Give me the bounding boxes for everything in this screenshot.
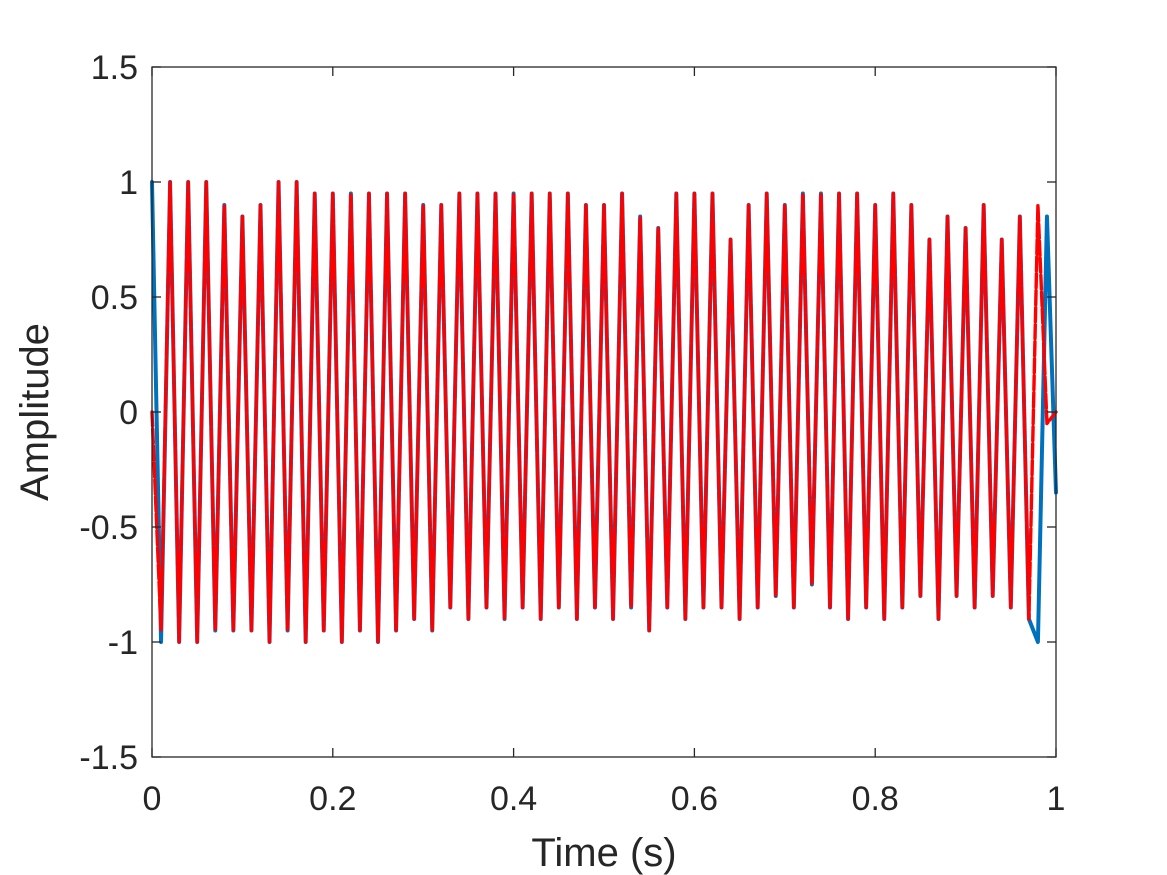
x-axis-label: Time (s) <box>531 831 676 875</box>
x-tick-label: 0.8 <box>852 780 899 818</box>
y-axis-label: Amplitude <box>13 323 57 501</box>
y-tick-label: -1 <box>108 624 138 662</box>
y-tick-label: -0.5 <box>79 509 138 547</box>
plot-area <box>152 67 1056 757</box>
x-tick-label: 1 <box>1047 780 1066 818</box>
x-tick-label: 0.2 <box>309 780 356 818</box>
x-tick-label: 0.4 <box>490 780 537 818</box>
y-tick-label: 0.5 <box>91 279 138 317</box>
y-tick-label: 1.5 <box>91 49 138 87</box>
x-tick-label: 0 <box>143 780 162 818</box>
series-layer <box>150 180 1058 644</box>
y-tick-label: -1.5 <box>79 739 138 777</box>
series-line-2 <box>150 180 1058 644</box>
x-tick-label: 0.6 <box>671 780 718 818</box>
ticks-layer: 0 0.2 0.4 0.6 0.8 1 -1.5 -1 -0.5 0 0.5 1 1.5 <box>79 49 1065 818</box>
plot-background <box>152 67 1056 757</box>
y-tick-label: 0 <box>119 394 138 432</box>
y-tick-label: 1 <box>119 164 138 202</box>
